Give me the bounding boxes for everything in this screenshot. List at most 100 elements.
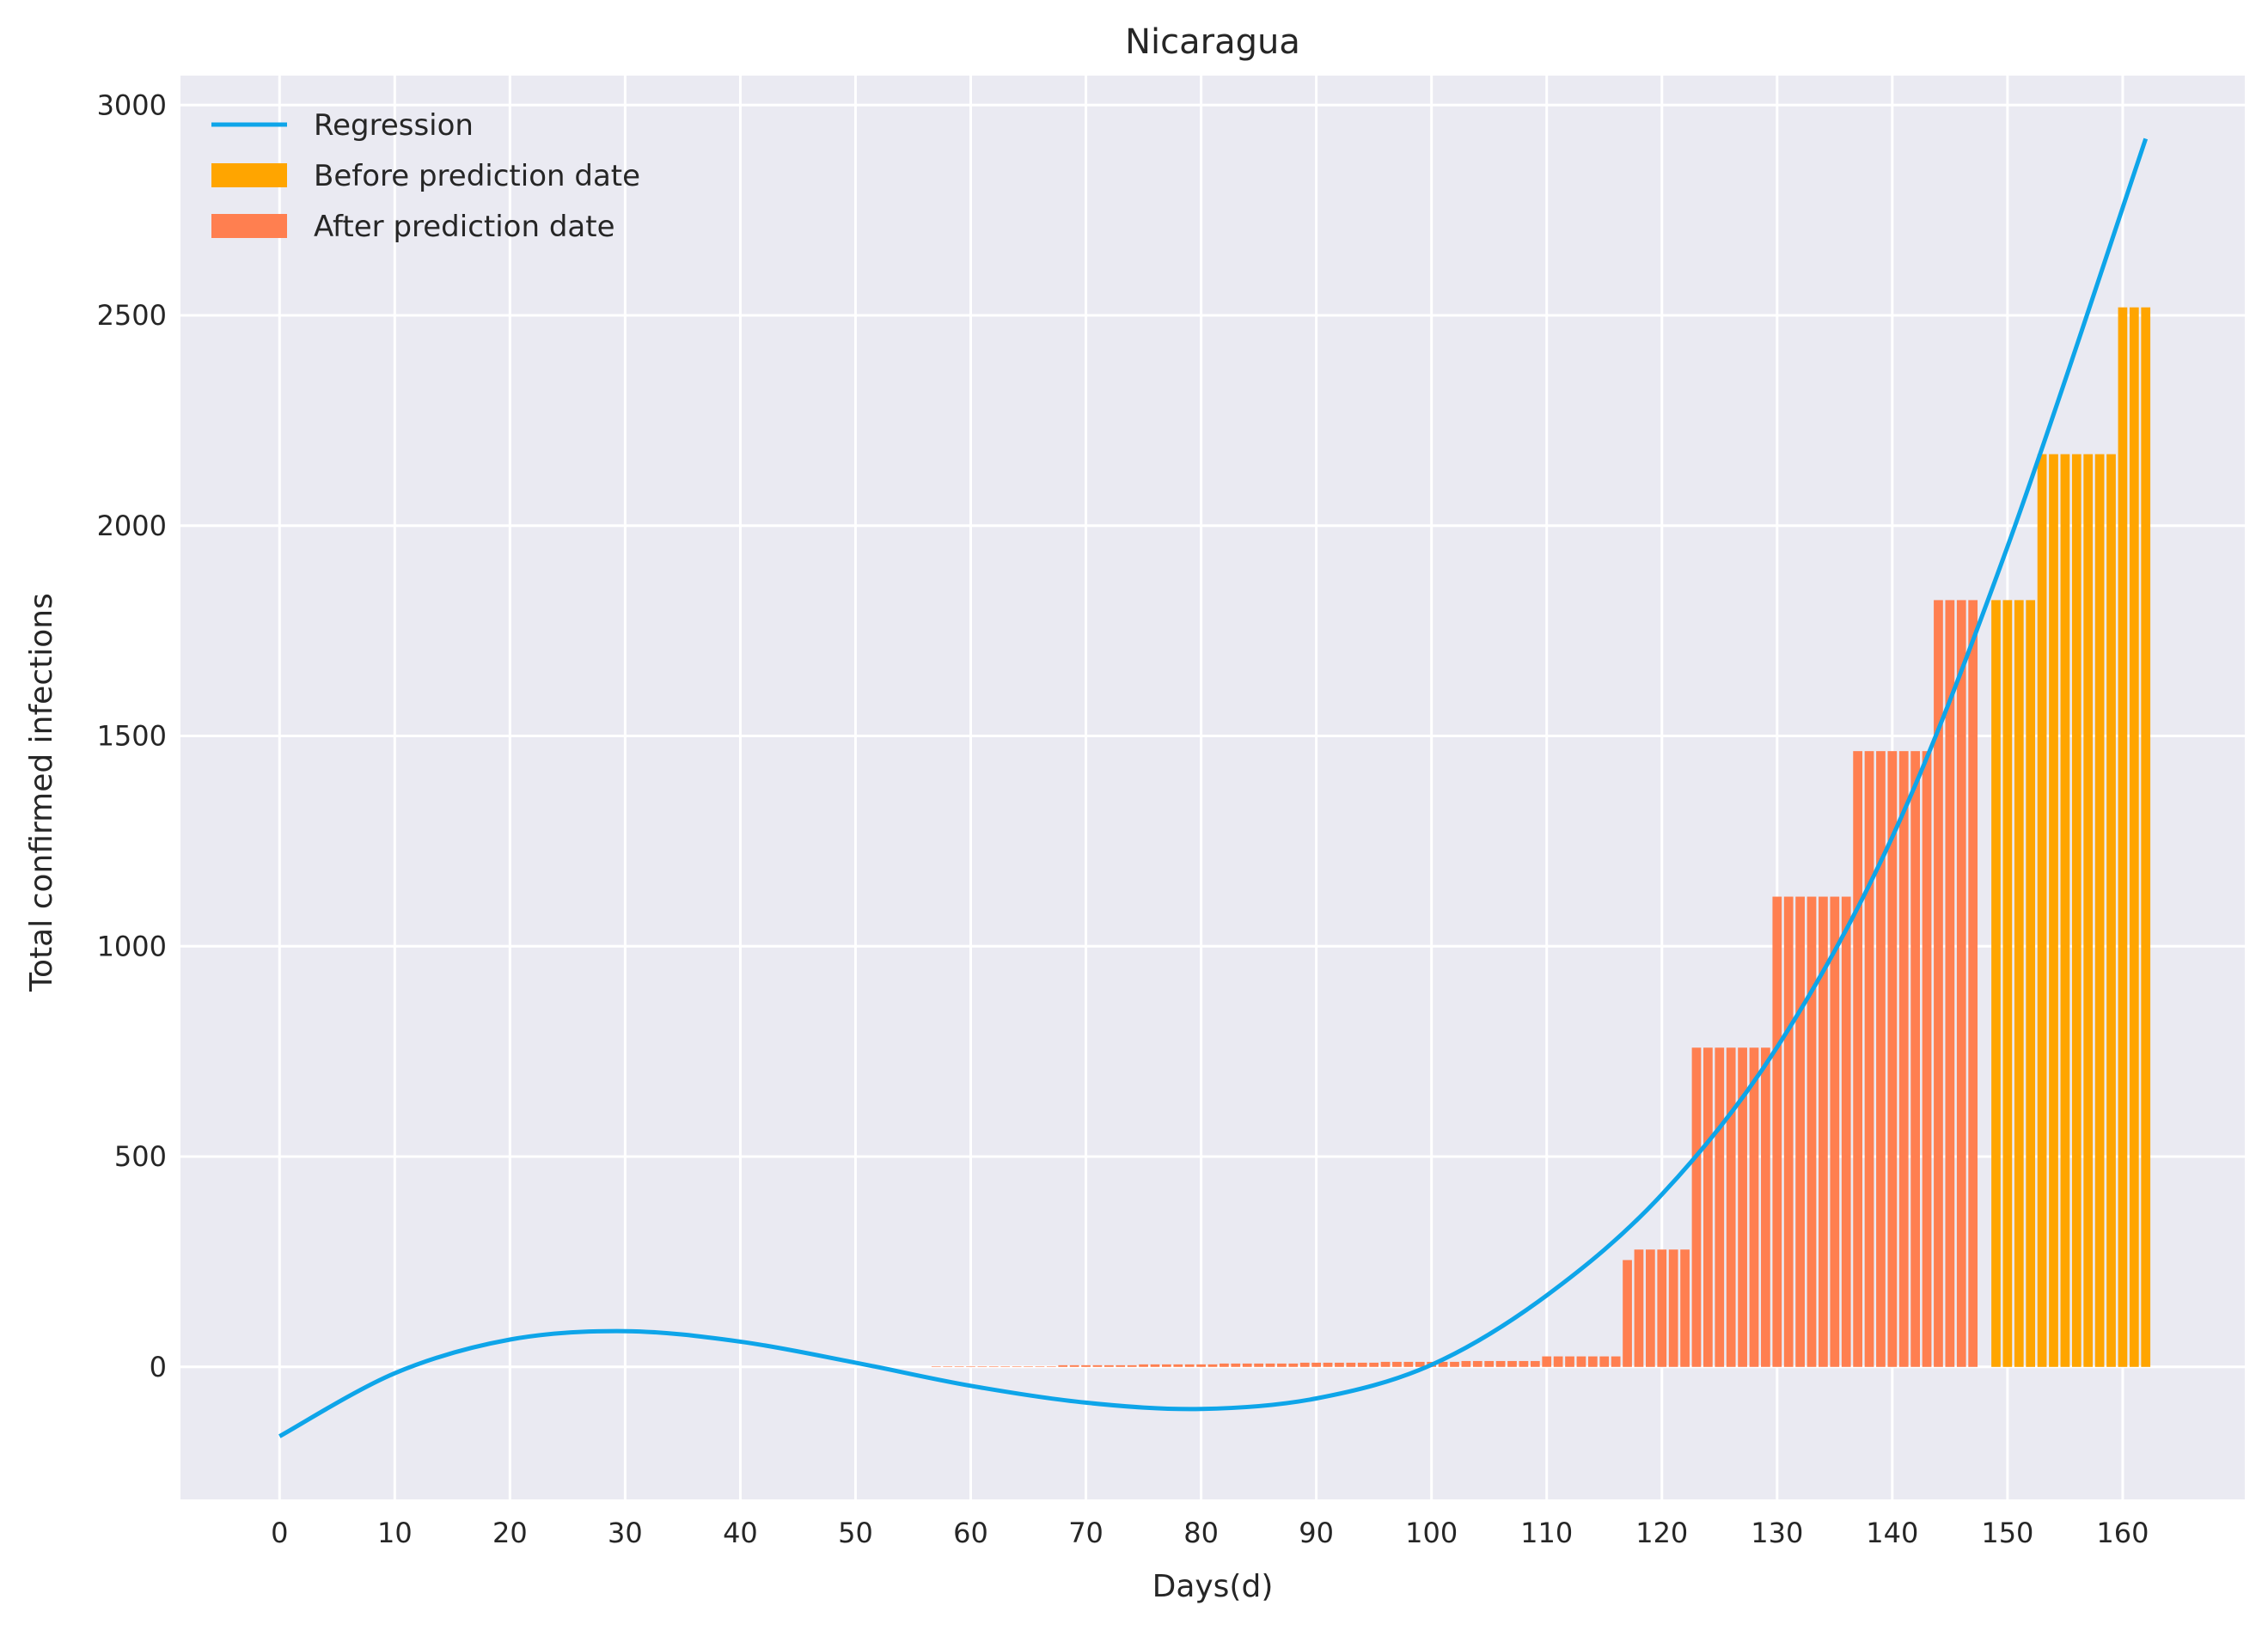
y-tick-label: 2000 [97, 510, 167, 542]
bar [1046, 1366, 1056, 1367]
bar [1288, 1363, 1299, 1367]
bar [1922, 751, 1932, 1367]
chart-title: Nicaragua [1125, 22, 1300, 62]
y-tick-label: 1000 [97, 930, 167, 962]
bar [2141, 307, 2151, 1367]
x-tick-label: 100 [1405, 1517, 1458, 1549]
bar [1450, 1361, 1459, 1367]
y-tick-labels: 0 500 1000 1500 2000 2500 3000 [97, 89, 167, 1383]
bar [1299, 1362, 1310, 1367]
bar [1738, 1047, 1747, 1367]
bar [1772, 896, 1782, 1367]
bar [1887, 751, 1898, 1367]
x-axis-label: Days(d) [1152, 1569, 1274, 1604]
bar [1853, 751, 1862, 1367]
bar [2026, 600, 2036, 1367]
bar [1311, 1362, 1321, 1367]
bar [1150, 1364, 1160, 1367]
bar [1715, 1047, 1725, 1367]
bar [1173, 1364, 1183, 1367]
bar [2060, 454, 2070, 1367]
x-tick-label: 10 [377, 1517, 413, 1549]
bar [1058, 1364, 1068, 1367]
x-tick-label: 70 [1068, 1517, 1103, 1549]
y-tick-label: 0 [150, 1351, 167, 1383]
bar [1335, 1362, 1344, 1367]
bar [1623, 1260, 1632, 1367]
legend-patch-swatch [211, 163, 287, 187]
bar [1035, 1366, 1045, 1367]
bar [1530, 1360, 1540, 1367]
bar [2106, 454, 2116, 1367]
bar [1657, 1249, 1667, 1367]
bar [2014, 600, 2024, 1367]
bar [1196, 1364, 1206, 1367]
bar [1323, 1362, 1333, 1367]
bar [1012, 1366, 1022, 1367]
legend-patch-swatch [211, 214, 287, 238]
bar [1024, 1366, 1033, 1367]
bar [1876, 751, 1886, 1367]
bar [1910, 751, 1921, 1367]
bar [1472, 1360, 1482, 1367]
bar [1231, 1363, 1241, 1367]
bar [2118, 307, 2128, 1367]
bar [1139, 1364, 1148, 1367]
bar [954, 1366, 964, 1367]
bar [988, 1366, 999, 1367]
legend-label: Regression [314, 108, 474, 143]
legend-label: After prediction date [314, 210, 615, 244]
bar [1220, 1363, 1229, 1367]
bar [1495, 1360, 1506, 1367]
legend-label: Before prediction date [314, 159, 640, 193]
bar [1415, 1361, 1425, 1367]
bar [1703, 1047, 1713, 1367]
x-tick-labels: 0 10 20 30 40 50 60 70 80 90 100 110 120 130 140 150 160 [271, 1517, 2149, 1549]
x-tick-label: 80 [1183, 1517, 1219, 1549]
bar [1841, 896, 1851, 1367]
bar [1254, 1363, 1263, 1367]
bar [1116, 1364, 1126, 1367]
bar [2002, 600, 2013, 1367]
bar [1438, 1361, 1448, 1367]
bar [1346, 1362, 1356, 1367]
x-tick-label: 140 [1866, 1517, 1918, 1549]
x-tick-label: 0 [271, 1517, 288, 1549]
bar [1611, 1356, 1621, 1367]
legend: Regression Before prediction date After pr… [211, 108, 640, 244]
y-tick-label: 3000 [97, 89, 167, 121]
x-tick-label: 120 [1635, 1517, 1688, 1549]
bar [1242, 1363, 1252, 1367]
y-axis-label: Total confirmed infections [24, 593, 59, 992]
bar [1749, 1047, 1759, 1367]
bar [2094, 454, 2105, 1367]
bar [1519, 1360, 1529, 1367]
y-tick-label: 500 [114, 1140, 167, 1173]
regression-line [278, 137, 2149, 1438]
bar [1357, 1362, 1367, 1367]
bar [1104, 1364, 1114, 1367]
bar [1819, 896, 1828, 1367]
bar [1369, 1362, 1379, 1367]
bar [2071, 454, 2082, 1367]
bar [1092, 1364, 1103, 1367]
bar [1380, 1361, 1391, 1367]
bar [966, 1366, 975, 1367]
x-tick-label: 20 [492, 1517, 528, 1549]
bar [1634, 1249, 1644, 1367]
bar [1207, 1364, 1218, 1367]
bar [1403, 1361, 1414, 1367]
x-tick-label: 40 [723, 1517, 758, 1549]
bar [1668, 1249, 1678, 1367]
y-tick-label: 1500 [97, 720, 167, 753]
bar [1565, 1356, 1574, 1367]
bar [2037, 454, 2047, 1367]
bar [1783, 896, 1794, 1367]
bar [1162, 1364, 1171, 1367]
bar [1898, 751, 1909, 1367]
bar [1599, 1356, 1610, 1367]
bar [1265, 1363, 1275, 1367]
bar [1000, 1366, 1011, 1367]
bar [1542, 1356, 1552, 1367]
